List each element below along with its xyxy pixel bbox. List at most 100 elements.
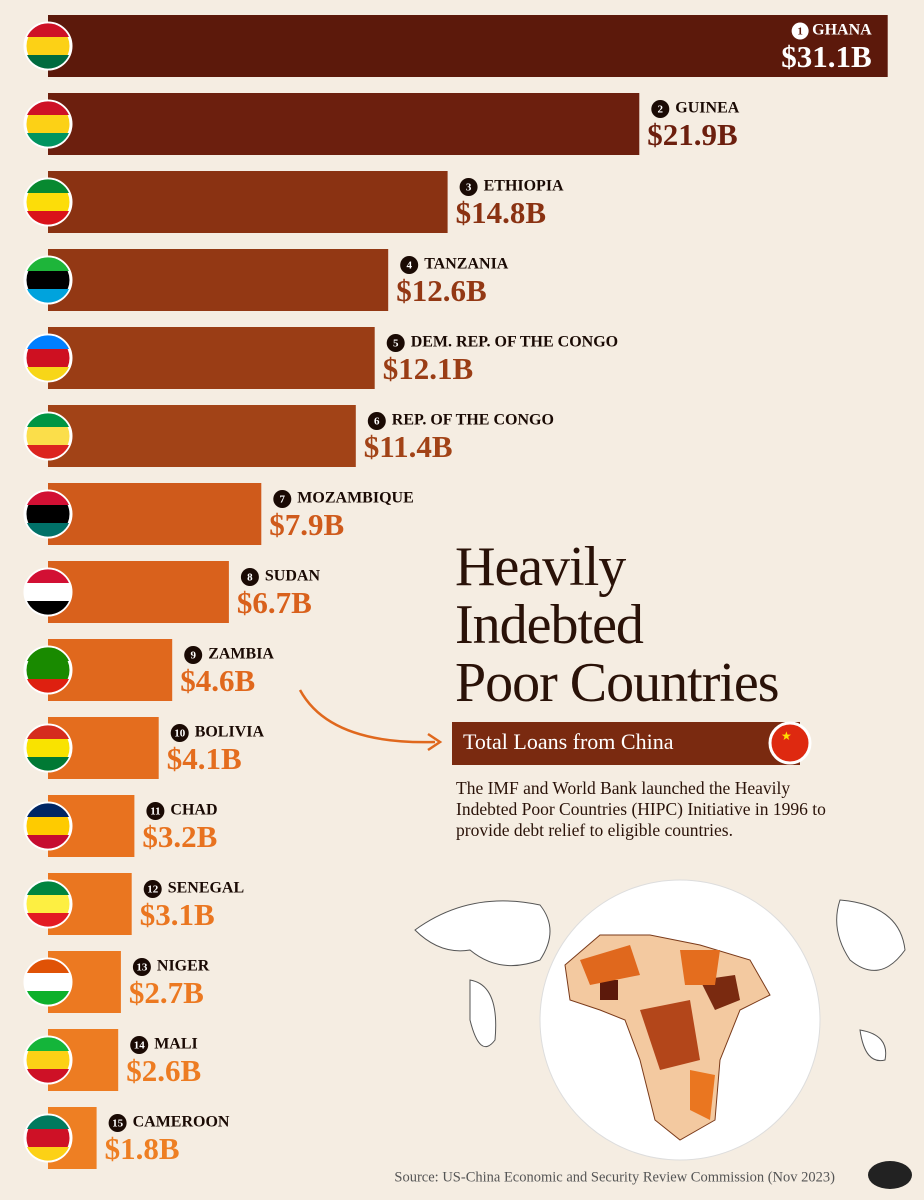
bar-label: 5 DEM. REP. OF THE CONGO$12.1B	[383, 334, 618, 386]
category-label: ETHIOPIA	[484, 178, 564, 195]
value-label: $4.6B	[180, 663, 255, 698]
rank-badge	[273, 490, 292, 508]
flag-stripe	[27, 101, 69, 115]
logo	[868, 1161, 912, 1189]
flag-stripe	[27, 913, 69, 927]
arrow	[298, 689, 436, 744]
rank-label: 12	[147, 884, 159, 896]
rank-label: 7	[280, 494, 286, 506]
flag-stripe	[27, 1069, 69, 1083]
flag-stripe	[27, 835, 69, 849]
flag-stripe	[27, 23, 69, 37]
bar	[48, 93, 640, 155]
bar	[48, 249, 389, 311]
rank-badge	[367, 412, 386, 430]
bar	[48, 405, 356, 467]
title: Heavily Indebted Poor Countries	[455, 536, 780, 714]
category-label: CHAD	[170, 802, 217, 819]
category-label: SENEGAL	[168, 880, 244, 897]
bar-label: 3 ETHIOPIA$14.8B	[456, 178, 564, 230]
value-label: $3.2B	[142, 819, 217, 854]
flag-stripe	[27, 1147, 69, 1161]
category-label: NIGER	[157, 958, 210, 975]
rank-badge	[132, 958, 151, 976]
flag-stripe	[27, 289, 69, 303]
rank-badge	[400, 256, 419, 274]
value-label: $4.1B	[167, 741, 242, 776]
flag-stripe	[27, 413, 69, 427]
bar-label: 15 CAMEROON$1.8B	[105, 1114, 230, 1166]
flag-stripe	[27, 523, 69, 537]
bar-label: 2 GUINEA$21.9B	[647, 100, 739, 152]
bar-label: 7 MOZAMBIQUE$7.9B	[269, 490, 413, 542]
rank-badge	[143, 880, 162, 898]
bar	[48, 327, 375, 389]
bar	[48, 561, 229, 623]
flag-stripe	[27, 569, 69, 583]
value-label: $2.6B	[126, 1053, 201, 1088]
flag-stripe	[27, 211, 69, 225]
rank-label: 9	[190, 650, 196, 662]
category-label: REP. OF THE CONGO	[392, 412, 554, 429]
bar-label: 11 CHAD$3.2B	[142, 802, 217, 854]
flag-stripe	[27, 601, 69, 615]
category-label: BOLIVIA	[195, 724, 265, 741]
rank-badge	[240, 568, 259, 586]
flag-stripe	[27, 55, 69, 69]
category-label: SUDAN	[265, 568, 321, 585]
bar	[48, 483, 262, 545]
rank-label: 4	[406, 260, 412, 272]
flag-stripe	[27, 1115, 69, 1129]
category-label: DEM. REP. OF THE CONGO	[411, 334, 618, 351]
category-label: GUINEA	[675, 100, 739, 117]
category-label: CAMEROON	[133, 1114, 230, 1131]
map	[414, 879, 906, 1161]
flag-stripe	[27, 881, 69, 895]
rank-badge	[651, 100, 670, 118]
rank-badge	[386, 334, 405, 352]
category-label: TANZANIA	[424, 256, 509, 273]
category-label: MOZAMBIQUE	[297, 490, 413, 507]
rank-label: 14	[134, 1040, 146, 1052]
value-label: $14.8B	[456, 195, 546, 230]
category-label: GHANA	[812, 22, 872, 39]
value-label: $31.1B	[781, 39, 871, 74]
value-label: $7.9B	[269, 507, 344, 542]
rank-label: 11	[150, 806, 160, 818]
rank-badge	[791, 22, 809, 40]
bar-label: 4 TANZANIA$12.6B	[396, 256, 509, 308]
category-label: MALI	[154, 1036, 198, 1053]
flag-stripe	[27, 491, 69, 505]
value-label: $2.7B	[129, 975, 204, 1010]
china-flag	[768, 721, 812, 765]
bar-label: 10 BOLIVIA$4.1B	[167, 724, 265, 776]
subtitle: Total Loans from China	[463, 729, 674, 754]
rank-badge	[130, 1036, 149, 1054]
rank-label: 2	[658, 104, 664, 116]
source: Source: US-China Economic and Security R…	[394, 1169, 835, 1185]
bar-label: GHANA 1$31.1B	[781, 22, 872, 74]
bar-label: 8 SUDAN$6.7B	[237, 568, 321, 620]
flag-stripe	[27, 647, 69, 661]
flag-stripe	[27, 757, 69, 771]
arrow-head	[427, 732, 443, 752]
bar	[48, 15, 888, 77]
value-label: $12.6B	[396, 273, 486, 308]
value-label: $1.8B	[105, 1131, 180, 1166]
subtitle-banner	[452, 722, 800, 765]
bar-label: 13 NIGER$2.7B	[129, 958, 210, 1010]
flag-stripe	[27, 991, 69, 1005]
rank-badge	[146, 802, 165, 820]
bar-label: 14 MALI$2.6B	[126, 1036, 201, 1088]
flag-stripe	[27, 803, 69, 817]
bar	[48, 171, 448, 233]
value-label: $21.9B	[647, 117, 737, 152]
rank-label: 3	[466, 182, 472, 194]
flag-stripe	[27, 133, 69, 147]
rank-label: 10	[174, 728, 186, 740]
flag-stripe	[27, 1037, 69, 1051]
rank-label: 5	[393, 338, 399, 350]
rank-label: 1	[797, 26, 803, 38]
